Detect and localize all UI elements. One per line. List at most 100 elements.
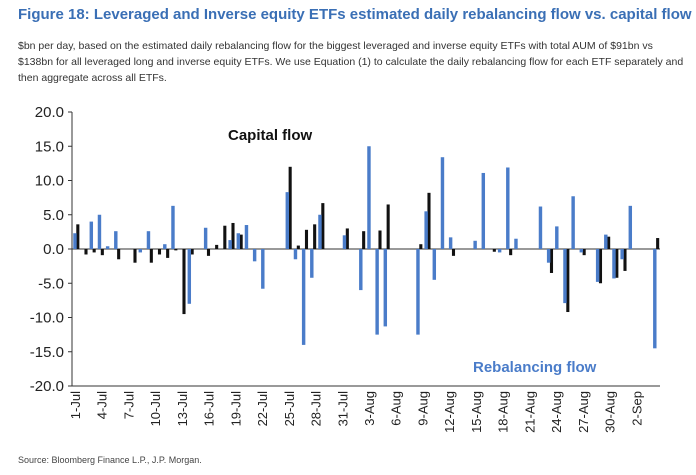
rebalancing-flow-label: Rebalancing flow — [473, 359, 597, 376]
x-tick-label: 15-Aug — [469, 391, 484, 433]
x-tick-label: 18-Aug — [496, 391, 511, 433]
y-tick-label: 0.0 — [43, 241, 64, 258]
x-tick-label: 7-Jul — [121, 391, 136, 419]
rebalancing-flow-bar — [416, 249, 420, 335]
rebalancing-flow-bar — [620, 249, 624, 260]
rebalancing-flow-bar — [367, 146, 371, 249]
x-tick-label: 12-Aug — [442, 391, 457, 433]
y-tick-label: 10.0 — [35, 173, 64, 190]
rebalancing-flow-bar — [514, 238, 518, 249]
capital-flow-label: Capital flow — [228, 127, 313, 144]
capital-flow-bar — [656, 238, 660, 249]
capital-flow-bar — [92, 249, 96, 253]
x-tick-label: 6-Aug — [389, 391, 404, 426]
x-tick-label: 19-Jul — [228, 391, 243, 427]
rebalancing-flow-bar — [555, 226, 559, 249]
capital-flow-bar — [615, 249, 619, 278]
figure-source: Source: Bloomberg Finance L.P., J.P. Mor… — [18, 455, 202, 465]
rebalancing-flow-bar — [244, 225, 249, 249]
rebalancing-flow-bar — [187, 249, 192, 304]
capital-flow-bar — [223, 225, 227, 249]
capital-flow-bar — [215, 244, 219, 249]
capital-flow-bar — [117, 249, 121, 260]
rebalancing-flow-bar — [375, 249, 379, 335]
rebalancing-flow-bar — [73, 233, 77, 249]
x-tick-label: 24-Aug — [549, 391, 564, 433]
capital-flow-bar — [174, 249, 178, 251]
capital-flow-bar — [419, 244, 423, 249]
rebalancing-flow-bar — [261, 249, 265, 289]
capital-flow-bar — [239, 234, 243, 249]
capital-flow-bar — [190, 249, 194, 255]
x-tick-label: 9-Aug — [415, 391, 430, 426]
capital-flow-bar — [378, 230, 382, 249]
rebalancing-flow-bar — [171, 205, 175, 249]
capital-flow-bar — [509, 249, 513, 256]
rebalancing-flow-bar — [252, 249, 257, 262]
x-tick-label: 28-Jul — [309, 391, 324, 427]
x-tick-label: 3-Aug — [362, 391, 377, 426]
x-tick-label: 13-Jul — [175, 391, 190, 427]
y-tick-label: -15.0 — [30, 344, 64, 361]
rebalancing-flow-bar — [497, 249, 502, 253]
capital-flow-bar — [362, 231, 366, 249]
labels-layer: 20.0 15.0 10.0 5.0 0.0 -5.0 -10.0 -15.0 -20.0 1-J… — [30, 104, 644, 433]
capital-flow-bar — [427, 192, 431, 249]
rebalancing-flow-bar — [440, 157, 445, 249]
figure-description: $bn per day, based on the estimated dail… — [18, 40, 684, 84]
x-tick-label: 4-Jul — [95, 391, 110, 419]
x-tick-label: 10-Jul — [148, 391, 163, 427]
y-tick-label: 5.0 — [43, 207, 64, 224]
rebalancing-flow-bar — [563, 249, 567, 304]
rebalancing-flow-bar — [571, 196, 575, 249]
capital-flow-bar — [304, 229, 309, 249]
rebalancing-flow-bar — [538, 206, 543, 249]
rebalancing-flow-bar — [236, 233, 241, 249]
rebalancing-flow-bar — [105, 246, 110, 249]
capital-flow-bar — [607, 236, 611, 249]
capital-flow-bar — [231, 222, 235, 249]
rebalancing-flow-bar — [163, 244, 167, 249]
rebalancing-flow-bar — [432, 249, 437, 280]
capital-flow-bar — [84, 249, 88, 255]
rebalancing-flow-bar — [604, 234, 608, 249]
x-tick-label: 1-Jul — [68, 391, 83, 419]
rebalancing-flow-bar — [546, 249, 551, 263]
y-tick-label: 20.0 — [35, 104, 64, 121]
rebalancing-flow-bar — [285, 192, 290, 249]
rebalancing-flow-bar — [89, 221, 94, 249]
x-tick-label: 31-Jul — [335, 391, 350, 427]
x-tick-label: 21-Aug — [522, 391, 537, 433]
x-tick-label: 25-Jul — [282, 391, 297, 427]
y-tick-label: -5.0 — [38, 275, 64, 292]
rebalancing-flow-bar — [595, 249, 600, 282]
capital-flow-bar — [206, 249, 211, 256]
rebalancing-flow-bar — [97, 214, 102, 249]
y-tick-label: -20.0 — [30, 378, 64, 395]
figure-title: Figure 18: Leveraged and Inverse equity … — [18, 6, 692, 23]
axes-layer — [68, 111, 660, 387]
x-tick-label: 2-Sep — [629, 391, 644, 426]
rebalancing-flow-bar — [359, 249, 363, 291]
x-tick-label: 22-Jul — [255, 391, 270, 427]
rebalancing-flow-bar — [342, 235, 347, 249]
y-tick-label: -10.0 — [30, 310, 64, 327]
capital-flow-bar — [386, 204, 390, 249]
rebalancing-flow-bar — [481, 172, 486, 249]
capital-flow-bar — [296, 245, 300, 249]
capital-flow-bar — [492, 249, 496, 252]
capital-flow-bar — [582, 249, 586, 256]
rebalancing-flow-bar — [301, 249, 306, 345]
capital-flow-bar — [566, 249, 570, 313]
capital-flow-bar — [549, 249, 554, 273]
rebalancing-flow-bar — [448, 237, 453, 249]
rebalancing-flow-bar — [138, 249, 143, 253]
rebalancing-flow-bar — [318, 214, 322, 249]
capital-flow-bar — [623, 249, 627, 271]
rebalancing-flow-bar — [114, 231, 118, 249]
rebalancing-flow-bar — [473, 240, 477, 249]
capital-flow-bar — [157, 249, 162, 255]
x-tick-label: 30-Aug — [603, 391, 618, 433]
y-tick-label: 15.0 — [35, 138, 64, 155]
